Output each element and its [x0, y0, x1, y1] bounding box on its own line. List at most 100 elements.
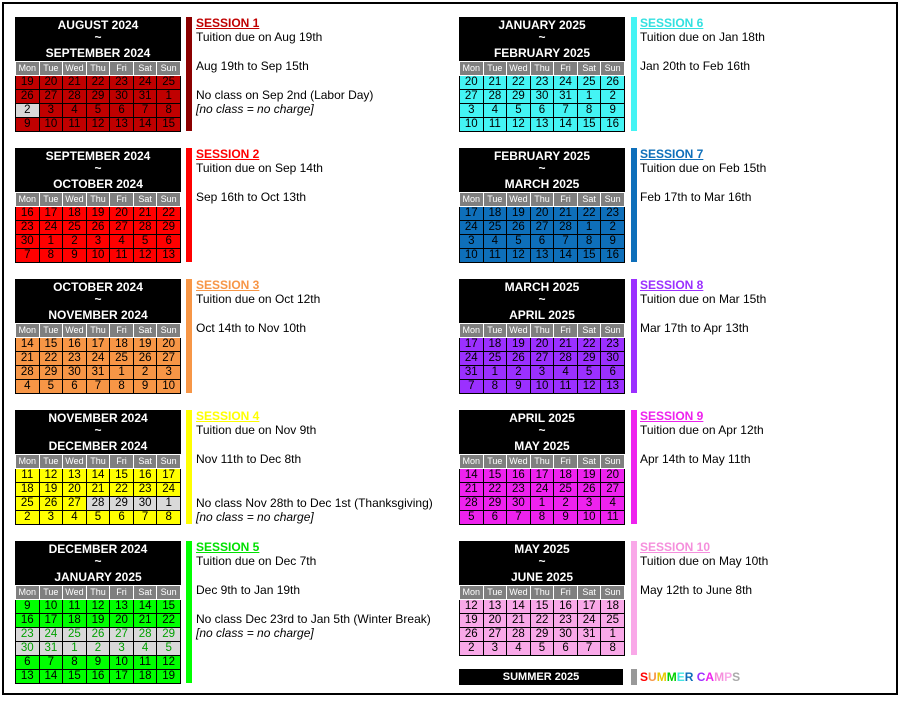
calendar-grid: Mon Tue Wed Thu Fri Sat Sun 16 17 18 19 20 21 22 23 24 2…	[15, 192, 181, 263]
weekday-label: Sun	[600, 454, 625, 469]
day-cell: 26	[38, 496, 64, 511]
week-row: 19 20 21 22 23 24 25	[459, 613, 625, 628]
session-bar	[631, 148, 637, 262]
weekday-label: Thu	[85, 323, 111, 338]
day-cell: 15	[62, 669, 87, 684]
day-cell: 6	[482, 510, 508, 525]
day-cell: 10	[85, 248, 111, 263]
day-cell: 26	[459, 627, 484, 642]
day-cell: 15	[576, 248, 602, 263]
summer-camps-letter: U	[648, 670, 657, 684]
day-cell: 27	[459, 89, 484, 104]
day-cell: 18	[482, 206, 508, 221]
day-cell: 23	[62, 351, 87, 366]
day-cell: 20	[459, 75, 484, 90]
day-cell: 29	[506, 89, 531, 104]
day-cell: 1	[109, 365, 134, 380]
day-cell: 24	[459, 220, 484, 235]
day-cell: 3	[576, 496, 602, 511]
day-cell: 16	[85, 669, 111, 684]
day-cell: 23	[600, 206, 625, 221]
day-cell: 14	[15, 337, 40, 352]
day-cell: 7	[85, 379, 111, 394]
week-row: 23 24 25 26 27 28 29	[15, 220, 181, 235]
day-cell: 28	[132, 220, 158, 235]
day-cell: 17	[85, 337, 111, 352]
weekday-label: Mon	[15, 454, 40, 469]
day-cell: 31	[132, 89, 158, 104]
tilde-separator: ~	[538, 161, 546, 175]
month-start-label: SEPTEMBER 2024	[45, 149, 151, 163]
day-cell: 18	[482, 337, 508, 352]
weekday-row: Mon Tue Wed Thu Fri Sat Sun	[15, 192, 181, 207]
day-cell: 30	[109, 89, 134, 104]
month-end-label: SEPTEMBER 2024	[45, 46, 151, 60]
day-cell: 1	[482, 365, 508, 380]
day-cell: 8	[156, 510, 181, 525]
day-cell: 3	[38, 103, 64, 118]
day-cell: 27	[482, 627, 508, 642]
day-cell: 22	[482, 482, 508, 497]
no-charge-note: [no class = no charge]	[196, 102, 314, 116]
day-cell: 24	[553, 75, 578, 90]
weekday-label: Wed	[506, 323, 531, 338]
session-title: SESSION 10	[640, 540, 711, 554]
week-row: 31 1 2 3 4 5 6	[459, 365, 625, 380]
line-gap	[640, 306, 766, 321]
summer-camps-letter: S	[732, 670, 741, 684]
day-cell: 4	[15, 379, 40, 394]
day-cell: 7	[459, 379, 484, 394]
summer-camps-letter: A	[705, 670, 715, 684]
day-cell: 25	[482, 220, 508, 235]
day-cell: 15	[38, 337, 64, 352]
month-end-label: OCTOBER 2024	[53, 177, 143, 191]
summer-bar	[631, 669, 637, 685]
week-row: 26 27 28 29 30 31 1	[459, 627, 625, 642]
day-cell: 1	[38, 234, 64, 249]
day-cell: 1	[62, 641, 87, 656]
weekday-label: Thu	[85, 454, 111, 469]
day-cell: 17	[156, 468, 181, 483]
day-cell: 20	[156, 337, 181, 352]
day-cell: 28	[459, 496, 484, 511]
weekday-row: Mon Tue Wed Thu Fri Sat Sun	[459, 585, 625, 600]
day-cell: 14	[38, 669, 64, 684]
day-cell: 16	[600, 248, 625, 263]
session-detail: Tuition due on Feb 15th	[640, 161, 767, 175]
day-cell: 3	[156, 365, 181, 380]
calendar-grid: Mon Tue Wed Thu Fri Sat Sun 12 13 14 15 16 17 18 19 20 2…	[459, 585, 625, 656]
weekday-label: Fri	[553, 454, 578, 469]
day-cell: 4	[553, 365, 578, 380]
weekday-label: Sat	[576, 585, 602, 600]
line-gap	[196, 466, 433, 481]
session-detail: No class Nov 28th to Dec 1st (Thanksgivi…	[196, 496, 433, 510]
session-title: SESSION 1	[196, 16, 260, 30]
session-bar	[631, 279, 637, 393]
session-info: SESSION 6 Tuition due on Jan 18th Jan 20th…	[640, 16, 765, 73]
day-cell: 24	[38, 220, 64, 235]
weekday-label: Sat	[132, 454, 158, 469]
session-title: SESSION 3	[196, 278, 260, 292]
day-cell: 16	[62, 337, 87, 352]
weekday-label: Sat	[132, 192, 158, 207]
session-title: SESSION 8	[640, 278, 704, 292]
day-cell: 25	[109, 351, 134, 366]
weekday-label: Wed	[62, 585, 87, 600]
weekday-label: Mon	[15, 192, 40, 207]
day-cell: 5	[85, 103, 111, 118]
day-cell: 23	[15, 220, 40, 235]
day-cell: 13	[600, 379, 625, 394]
day-cell: 6	[553, 641, 578, 656]
day-cell: 5	[506, 234, 531, 249]
session-detail: Tuition due on Nov 9th	[196, 423, 317, 437]
day-cell: 9	[132, 379, 158, 394]
day-cell: 19	[459, 613, 484, 628]
day-cell: 14	[553, 117, 578, 132]
weekday-label: Sun	[156, 192, 181, 207]
day-cell: 31	[553, 89, 578, 104]
day-cell: 1	[529, 496, 555, 511]
session-title: SESSION 9	[640, 409, 704, 423]
day-cell: 22	[156, 613, 181, 628]
day-cell: 14	[132, 599, 158, 614]
